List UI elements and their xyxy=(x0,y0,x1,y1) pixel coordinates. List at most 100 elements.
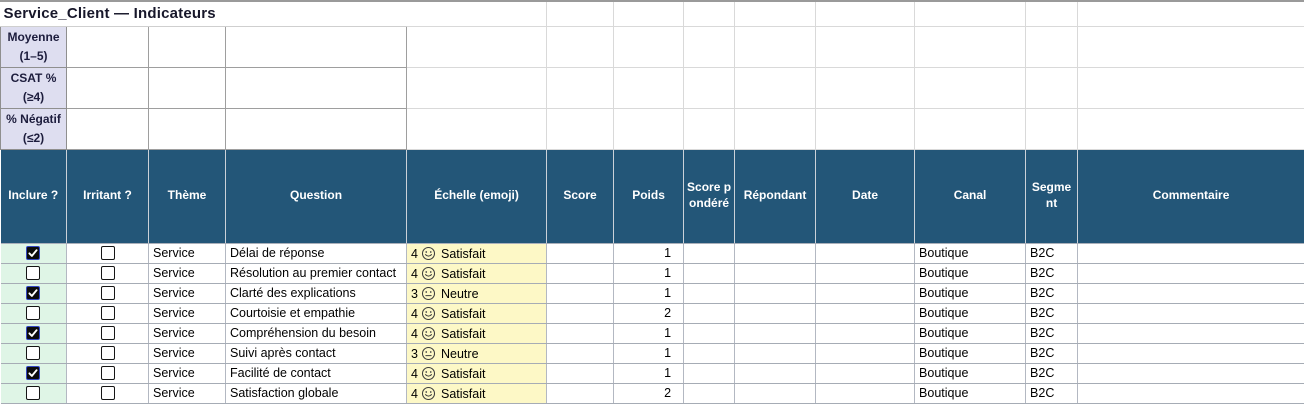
score-pondere-cell[interactable] xyxy=(683,283,736,304)
poids-cell[interactable]: 1 xyxy=(613,263,685,284)
theme-cell[interactable]: Service xyxy=(148,263,226,284)
canal-cell[interactable]: Boutique xyxy=(914,243,1027,264)
include-checkbox[interactable] xyxy=(26,286,41,301)
canal-cell[interactable]: Boutique xyxy=(914,303,1027,324)
sheet-cell[interactable] xyxy=(406,67,548,109)
sheet-cell[interactable] xyxy=(815,2,916,27)
kpi-value-cell[interactable] xyxy=(148,25,226,68)
irritant-cell[interactable] xyxy=(66,303,149,324)
irritant-checkbox[interactable] xyxy=(100,326,115,341)
score-cell[interactable] xyxy=(546,283,615,304)
kpi-value-cell[interactable] xyxy=(224,66,408,109)
irritant-checkbox[interactable] xyxy=(100,266,115,281)
sheet-cell[interactable] xyxy=(406,108,548,150)
date-cell[interactable] xyxy=(815,383,916,404)
segment-cell[interactable]: B2C xyxy=(1025,303,1079,324)
canal-cell[interactable]: Boutique xyxy=(914,283,1027,304)
sheet-cell[interactable] xyxy=(914,108,1027,150)
irritant-cell[interactable] xyxy=(66,323,149,344)
commentaire-cell[interactable] xyxy=(1077,263,1304,284)
column-header-commentaire[interactable]: Commentaire xyxy=(1077,149,1304,244)
sheet-cell[interactable] xyxy=(914,26,1027,68)
segment-cell[interactable]: B2C xyxy=(1025,343,1079,364)
score-pondere-cell[interactable] xyxy=(683,363,736,384)
poids-cell[interactable]: 1 xyxy=(613,363,685,384)
canal-cell[interactable]: Boutique xyxy=(914,263,1027,284)
column-header-score[interactable]: Score xyxy=(546,149,615,244)
poids-cell[interactable]: 2 xyxy=(613,383,685,404)
kpi-value-cell[interactable] xyxy=(66,66,149,109)
segment-cell[interactable]: B2C xyxy=(1025,363,1079,384)
score-pondere-cell[interactable] xyxy=(683,343,736,364)
poids-cell[interactable]: 1 xyxy=(613,243,685,264)
include-checkbox[interactable] xyxy=(26,346,41,361)
sheet-cell[interactable] xyxy=(546,108,615,150)
theme-cell[interactable]: Service xyxy=(148,323,226,344)
include-checkbox[interactable] xyxy=(26,366,41,381)
sheet-cell[interactable] xyxy=(1077,67,1304,109)
question-cell[interactable]: Satisfaction globale xyxy=(225,383,408,404)
question-cell[interactable]: Résolution au premier contact xyxy=(225,263,408,284)
include-cell[interactable] xyxy=(0,363,67,384)
score-cell[interactable] xyxy=(546,263,615,284)
date-cell[interactable] xyxy=(815,303,916,324)
theme-cell[interactable]: Service xyxy=(148,303,226,324)
repondant-cell[interactable] xyxy=(734,303,817,324)
column-header-date[interactable]: Date xyxy=(815,149,916,244)
scale-cell[interactable]: 3 Neutre xyxy=(406,283,548,304)
sheet-cell[interactable] xyxy=(815,108,916,150)
score-cell[interactable] xyxy=(546,323,615,344)
poids-cell[interactable]: 2 xyxy=(613,303,685,324)
sheet-cell[interactable] xyxy=(613,67,685,109)
column-header-score-pondere[interactable]: Score pondéré xyxy=(683,149,736,244)
date-cell[interactable] xyxy=(815,323,916,344)
score-pondere-cell[interactable] xyxy=(683,263,736,284)
sheet-cell[interactable] xyxy=(406,26,548,68)
kpi-value-cell[interactable] xyxy=(224,107,408,150)
segment-cell[interactable]: B2C xyxy=(1025,263,1079,284)
sheet-cell[interactable] xyxy=(914,2,1027,27)
sheet-cell[interactable] xyxy=(546,67,615,109)
include-cell[interactable] xyxy=(0,343,67,364)
sheet-cell[interactable] xyxy=(546,26,615,68)
question-cell[interactable]: Courtoisie et empathie xyxy=(225,303,408,324)
column-header-question[interactable]: Question xyxy=(225,149,408,244)
date-cell[interactable] xyxy=(815,243,916,264)
scale-cell[interactable]: 4 Satisfait xyxy=(406,243,548,264)
sheet-cell[interactable] xyxy=(613,26,685,68)
poids-cell[interactable]: 1 xyxy=(613,343,685,364)
theme-cell[interactable]: Service xyxy=(148,383,226,404)
irritant-checkbox[interactable] xyxy=(100,346,115,361)
sheet-cell[interactable] xyxy=(1077,2,1304,27)
kpi-value-cell[interactable] xyxy=(224,25,408,68)
irritant-cell[interactable] xyxy=(66,283,149,304)
irritant-checkbox[interactable] xyxy=(100,386,115,401)
kpi-value-cell[interactable] xyxy=(148,66,226,109)
sheet-cell[interactable] xyxy=(683,2,736,27)
irritant-checkbox[interactable] xyxy=(100,246,115,261)
canal-cell[interactable]: Boutique xyxy=(914,383,1027,404)
date-cell[interactable] xyxy=(815,363,916,384)
score-pondere-cell[interactable] xyxy=(683,243,736,264)
sheet-cell[interactable] xyxy=(683,67,736,109)
irritant-checkbox[interactable] xyxy=(100,286,115,301)
irritant-checkbox[interactable] xyxy=(100,366,115,381)
include-cell[interactable] xyxy=(0,263,67,284)
score-pondere-cell[interactable] xyxy=(683,383,736,404)
kpi-value-cell[interactable] xyxy=(66,107,149,150)
question-cell[interactable]: Suivi après contact xyxy=(225,343,408,364)
scale-cell[interactable]: 4 Satisfait xyxy=(406,363,548,384)
commentaire-cell[interactable] xyxy=(1077,343,1304,364)
repondant-cell[interactable] xyxy=(734,283,817,304)
score-cell[interactable] xyxy=(546,303,615,324)
commentaire-cell[interactable] xyxy=(1077,303,1304,324)
poids-cell[interactable]: 1 xyxy=(613,323,685,344)
include-checkbox[interactable] xyxy=(26,386,41,401)
include-checkbox[interactable] xyxy=(26,306,41,321)
score-pondere-cell[interactable] xyxy=(683,323,736,344)
sheet-cell[interactable] xyxy=(734,108,817,150)
irritant-cell[interactable] xyxy=(66,383,149,404)
theme-cell[interactable]: Service xyxy=(148,283,226,304)
sheet-cell[interactable] xyxy=(1025,2,1079,27)
question-cell[interactable]: Délai de réponse xyxy=(225,243,408,264)
